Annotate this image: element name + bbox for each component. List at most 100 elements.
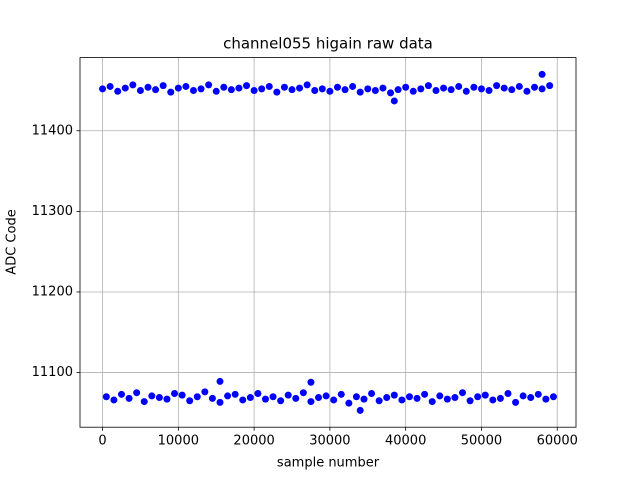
y-tick-label: 11400	[32, 123, 73, 138]
point	[216, 377, 224, 385]
point	[538, 85, 546, 93]
point	[409, 87, 417, 95]
point	[311, 86, 319, 94]
point	[349, 82, 357, 90]
point	[375, 397, 383, 405]
point	[402, 83, 410, 91]
plot-frame	[79, 57, 577, 428]
point	[538, 70, 546, 78]
point	[296, 84, 304, 92]
point	[436, 392, 444, 400]
points	[99, 70, 557, 414]
point	[481, 391, 489, 399]
point	[243, 82, 251, 90]
point	[201, 388, 209, 396]
point	[258, 85, 266, 93]
point	[477, 85, 485, 93]
point	[398, 396, 406, 404]
point	[102, 393, 110, 401]
point	[288, 86, 296, 94]
point	[299, 389, 307, 397]
point	[462, 87, 470, 95]
point	[390, 391, 398, 399]
point	[155, 394, 163, 402]
point	[227, 86, 235, 94]
point	[485, 86, 493, 94]
point	[246, 394, 254, 402]
point	[315, 394, 323, 402]
x-tick-label: 60000	[537, 434, 578, 449]
point	[125, 394, 133, 402]
x-tick-label: 50000	[461, 434, 502, 449]
point	[447, 86, 455, 94]
point	[394, 86, 402, 94]
point	[121, 84, 129, 92]
point	[159, 82, 167, 90]
point	[212, 87, 220, 95]
point	[459, 389, 467, 397]
point	[356, 406, 364, 414]
point	[152, 86, 160, 94]
point	[443, 395, 451, 403]
point	[523, 87, 531, 95]
chart-title: channel055 higain raw data	[223, 35, 433, 53]
point	[186, 397, 194, 405]
point	[356, 88, 364, 96]
point	[519, 392, 527, 400]
point	[504, 390, 512, 398]
point	[106, 82, 114, 90]
point	[167, 88, 175, 96]
x-tick-label: 20000	[233, 434, 274, 449]
point	[512, 398, 520, 406]
point	[330, 396, 338, 404]
point	[197, 85, 205, 93]
point	[455, 82, 463, 90]
point	[110, 396, 118, 404]
point	[527, 394, 535, 402]
point	[364, 85, 372, 93]
point	[451, 394, 459, 402]
point	[193, 393, 201, 401]
point	[114, 87, 122, 95]
point	[421, 390, 429, 398]
point	[424, 82, 432, 90]
point	[515, 82, 523, 90]
point	[405, 393, 413, 401]
point	[474, 393, 482, 401]
point	[250, 86, 258, 94]
point	[371, 86, 379, 94]
point	[277, 397, 285, 405]
point	[171, 390, 179, 398]
point	[489, 396, 497, 404]
point	[534, 390, 542, 398]
point	[368, 390, 376, 398]
point	[284, 391, 292, 399]
y-tick-label: 11200	[32, 284, 73, 299]
point	[133, 389, 141, 397]
point	[99, 85, 107, 93]
point	[326, 87, 334, 95]
point	[148, 392, 156, 400]
point	[140, 398, 148, 406]
point	[318, 85, 326, 93]
point	[500, 84, 508, 92]
x-tick-label: 30000	[309, 434, 350, 449]
point	[117, 390, 125, 398]
point	[220, 83, 228, 91]
point	[235, 84, 243, 92]
point	[307, 398, 315, 406]
x-tick-label: 10000	[158, 434, 199, 449]
point	[345, 399, 353, 407]
point	[231, 390, 239, 398]
point	[379, 84, 387, 92]
point	[182, 82, 190, 90]
point	[322, 392, 330, 400]
point	[205, 81, 213, 89]
point	[292, 394, 300, 402]
point	[303, 81, 311, 89]
point	[189, 86, 197, 94]
point	[261, 395, 269, 403]
point	[432, 86, 440, 94]
point	[360, 395, 368, 403]
point	[383, 394, 391, 402]
